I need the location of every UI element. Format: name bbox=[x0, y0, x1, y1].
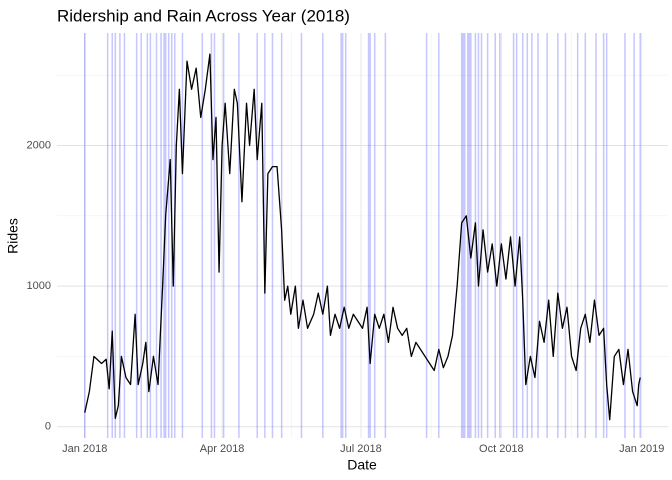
rain-band bbox=[341, 33, 344, 438]
y-tick-label: 0 bbox=[45, 421, 51, 433]
x-tick-label: Jan 2018 bbox=[62, 443, 107, 455]
x-tick-label: Jul 2018 bbox=[340, 443, 382, 455]
rain-band bbox=[564, 33, 567, 438]
y-tick-label: 1000 bbox=[27, 280, 51, 292]
rain-band bbox=[499, 33, 501, 438]
rain-band bbox=[264, 33, 266, 438]
rain-band bbox=[470, 33, 472, 438]
rain-band bbox=[344, 33, 347, 438]
rain-band bbox=[163, 33, 165, 438]
rain-band bbox=[164, 33, 167, 438]
rain-band bbox=[84, 33, 86, 438]
rain-band bbox=[238, 33, 240, 438]
rain-band bbox=[468, 33, 471, 438]
rain-band bbox=[537, 33, 539, 438]
x-axis-label: Date bbox=[347, 457, 377, 473]
rain-band bbox=[106, 33, 109, 438]
rain-band bbox=[146, 33, 149, 438]
rain-band bbox=[576, 33, 579, 438]
rain-band bbox=[210, 33, 213, 438]
rain-band bbox=[531, 33, 533, 438]
rain-band bbox=[135, 33, 138, 438]
rain-band bbox=[639, 33, 641, 438]
rain-band bbox=[119, 33, 121, 438]
rain-band bbox=[515, 33, 518, 438]
rain-band bbox=[633, 33, 635, 438]
rain-band bbox=[494, 33, 497, 438]
rain-band bbox=[480, 33, 483, 438]
rain-band bbox=[384, 33, 387, 438]
rain-band bbox=[373, 33, 376, 438]
y-axis-label: Rides bbox=[5, 218, 21, 254]
rain-band bbox=[111, 33, 114, 438]
rain-band bbox=[605, 33, 608, 438]
ridership-line bbox=[84, 53, 641, 421]
rain-band bbox=[367, 33, 370, 438]
rain-band bbox=[462, 33, 464, 438]
rain-band bbox=[322, 33, 324, 438]
rain-band bbox=[256, 33, 258, 438]
rain-band bbox=[557, 33, 559, 438]
rain-band bbox=[425, 33, 428, 438]
rain-band bbox=[123, 33, 126, 438]
y-tick-label: 2000 bbox=[27, 139, 51, 151]
rain-band bbox=[300, 33, 303, 438]
rain-band bbox=[201, 33, 204, 438]
rain-band bbox=[521, 33, 524, 438]
rain-band bbox=[149, 33, 152, 438]
rain-band bbox=[602, 33, 605, 438]
rain-band bbox=[460, 33, 463, 438]
x-tick-label: Apr 2018 bbox=[200, 443, 245, 455]
rain-band bbox=[213, 33, 216, 438]
rain-band bbox=[140, 33, 142, 438]
rain-band bbox=[155, 33, 158, 438]
rain-band bbox=[222, 33, 225, 438]
rain-band bbox=[463, 33, 466, 438]
rain-band bbox=[160, 33, 162, 438]
rain-band bbox=[486, 33, 489, 438]
rain-band bbox=[512, 33, 515, 438]
rain-band bbox=[181, 33, 184, 438]
rain-band bbox=[584, 33, 587, 438]
rain-band bbox=[271, 33, 274, 438]
rain-band bbox=[340, 33, 342, 438]
rain-band bbox=[477, 33, 480, 438]
rain-band bbox=[595, 33, 597, 438]
chart-title: Ridership and Rain Across Year (2018) bbox=[57, 6, 350, 25]
rain-band bbox=[369, 33, 371, 438]
x-tick-label: Oct 2018 bbox=[479, 443, 524, 455]
rain-band bbox=[438, 33, 440, 438]
x-tick-label: Jan 2019 bbox=[619, 443, 664, 455]
rain-band bbox=[546, 33, 548, 438]
rain-band bbox=[167, 33, 170, 438]
rain-band bbox=[114, 33, 117, 438]
rain-band bbox=[526, 33, 529, 438]
rain-band bbox=[624, 33, 626, 438]
